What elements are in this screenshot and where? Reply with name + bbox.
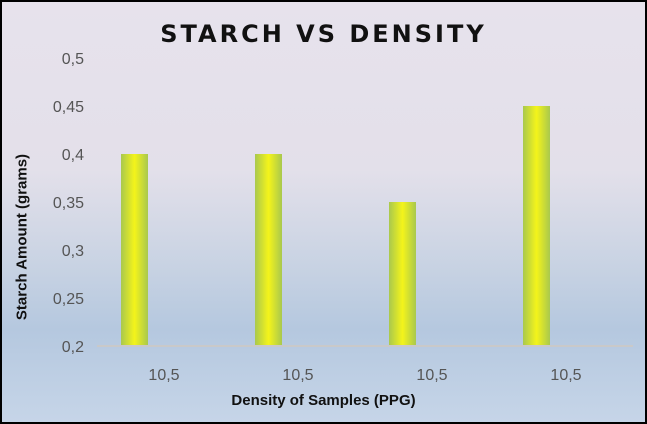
x-tick-label: 10,5 xyxy=(282,367,313,384)
chart-title: STARCH VS DENSITY xyxy=(160,20,487,48)
x-tick-label: 10,5 xyxy=(148,367,179,384)
y-tick-label: 0,35 xyxy=(53,195,84,212)
bar xyxy=(255,154,282,346)
bar xyxy=(121,154,148,346)
y-tick-label: 0,4 xyxy=(62,147,84,164)
x-axis-label: Density of Samples (PPG) xyxy=(231,392,416,409)
bar xyxy=(523,106,550,346)
y-tick-label: 0,25 xyxy=(53,291,84,308)
x-tick-label: 10,5 xyxy=(416,367,447,384)
x-tick-label: 10,5 xyxy=(550,367,581,384)
bar xyxy=(389,202,416,346)
y-tick-label: 0,2 xyxy=(62,339,84,356)
y-tick-label: 0,3 xyxy=(62,243,84,260)
y-tick-label: 0,5 xyxy=(62,51,84,68)
y-tick-label: 0,45 xyxy=(53,99,84,116)
